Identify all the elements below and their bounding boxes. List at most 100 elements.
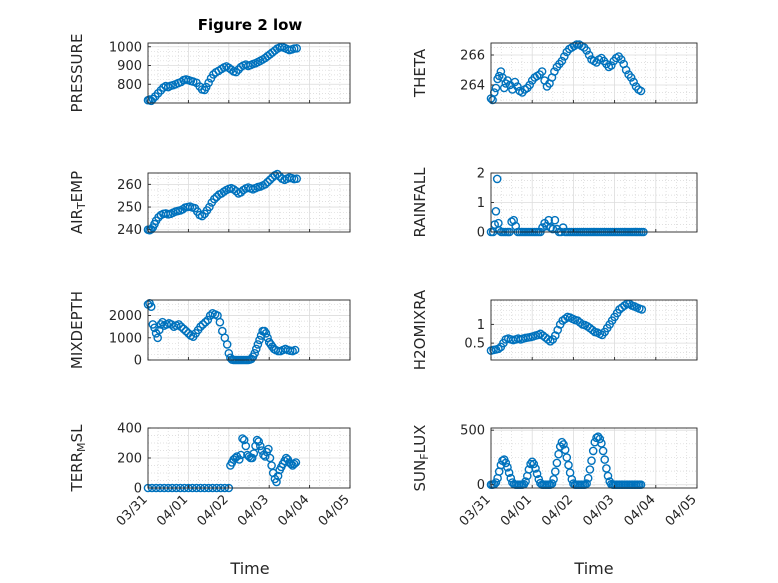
figure-title: Figure 2 low bbox=[198, 16, 303, 34]
data-point bbox=[637, 305, 647, 314]
y-axis-label: TERRMSL bbox=[68, 424, 88, 493]
data-point bbox=[263, 333, 272, 343]
data-point bbox=[198, 320, 208, 329]
series-markers bbox=[486, 299, 647, 355]
data-point bbox=[253, 340, 263, 349]
data-point bbox=[203, 315, 213, 325]
data-point bbox=[603, 471, 613, 481]
data-point bbox=[290, 345, 300, 355]
data-point bbox=[239, 435, 249, 445]
y-axis-label: RAINFALL bbox=[411, 167, 429, 238]
y-tick-label: 400 bbox=[117, 422, 142, 437]
data-point bbox=[543, 335, 553, 344]
data-point bbox=[554, 449, 563, 459]
data-point bbox=[201, 82, 211, 92]
data-point bbox=[272, 477, 281, 487]
data-point bbox=[255, 335, 264, 345]
data-point bbox=[584, 50, 594, 60]
data-point bbox=[260, 326, 269, 336]
data-point bbox=[201, 317, 210, 327]
y-tick-label: 0 bbox=[477, 226, 485, 241]
data-point bbox=[491, 478, 501, 487]
data-point bbox=[292, 44, 302, 53]
data-point bbox=[532, 469, 542, 479]
data-point bbox=[549, 474, 558, 484]
data-point bbox=[250, 348, 259, 358]
data-point bbox=[582, 46, 591, 55]
data-point bbox=[222, 340, 232, 349]
axes-box bbox=[147, 172, 351, 233]
y-tick-label: 1000 bbox=[109, 331, 142, 346]
data-point bbox=[291, 458, 301, 467]
data-point bbox=[251, 344, 261, 354]
data-point bbox=[154, 325, 164, 335]
data-point bbox=[602, 464, 611, 473]
data-point bbox=[636, 86, 646, 96]
data-point bbox=[550, 215, 560, 225]
data-point bbox=[616, 55, 626, 64]
data-point bbox=[156, 86, 166, 95]
y-axis-label: MIXDEPTH bbox=[68, 291, 86, 369]
data-point bbox=[215, 317, 225, 327]
y-tick-label: 266 bbox=[460, 49, 485, 64]
data-point bbox=[587, 456, 596, 466]
y-tick-label: 240 bbox=[117, 223, 142, 238]
y-tick-label: 1 bbox=[477, 196, 485, 211]
data-point bbox=[263, 177, 272, 187]
data-point bbox=[491, 206, 501, 216]
data-point bbox=[231, 67, 241, 77]
data-point bbox=[501, 458, 511, 468]
data-point bbox=[564, 460, 573, 470]
data-point bbox=[538, 223, 547, 232]
data-point bbox=[254, 437, 264, 446]
data-point bbox=[204, 78, 213, 88]
data-point bbox=[503, 462, 512, 472]
data-point bbox=[255, 441, 265, 451]
data-point bbox=[153, 333, 162, 343]
data-point bbox=[629, 77, 638, 87]
data-point bbox=[526, 459, 535, 469]
series-markers bbox=[143, 434, 301, 493]
data-point bbox=[260, 452, 270, 461]
y-tick-label: 500 bbox=[460, 424, 485, 439]
data-point bbox=[261, 328, 271, 338]
data-point bbox=[547, 479, 557, 488]
data-point bbox=[247, 453, 257, 463]
data-point bbox=[510, 77, 520, 87]
y-tick-label: 260 bbox=[117, 178, 142, 193]
data-point bbox=[588, 446, 598, 456]
y-axis-label: H2OMIXRA bbox=[411, 289, 429, 370]
y-tick-label: 800 bbox=[117, 78, 142, 93]
data-point bbox=[531, 464, 540, 473]
data-point bbox=[496, 67, 506, 76]
data-point bbox=[292, 174, 302, 183]
data-point bbox=[597, 438, 606, 448]
x-axis-label-left: Time bbox=[229, 559, 269, 578]
subplot-5: 0 1000 2000 MIXDEPTH bbox=[68, 291, 351, 369]
data-point bbox=[607, 61, 616, 70]
data-point bbox=[593, 432, 603, 442]
series-markers bbox=[486, 40, 646, 105]
axes-box bbox=[147, 42, 351, 104]
data-point bbox=[265, 175, 275, 185]
data-point bbox=[537, 67, 547, 76]
data-point bbox=[264, 444, 273, 454]
data-point bbox=[494, 344, 503, 354]
y-tick-label: 0 bbox=[477, 478, 485, 493]
data-point bbox=[562, 453, 572, 462]
data-point bbox=[179, 324, 188, 334]
data-point bbox=[575, 318, 585, 327]
data-point bbox=[588, 325, 597, 335]
y-tick-label: 2 bbox=[477, 167, 485, 182]
data-point bbox=[621, 65, 631, 75]
y-tick-label: 0 bbox=[134, 482, 142, 497]
data-point bbox=[272, 169, 282, 179]
data-point bbox=[209, 194, 219, 204]
data-point bbox=[273, 346, 283, 356]
data-point bbox=[234, 455, 244, 464]
data-point bbox=[598, 446, 608, 456]
data-point bbox=[181, 326, 191, 336]
y-tick-label: 2000 bbox=[109, 309, 142, 324]
